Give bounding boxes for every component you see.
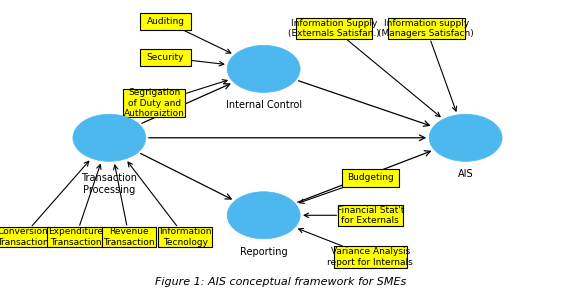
- FancyBboxPatch shape: [47, 227, 104, 247]
- Text: Expenditure
Transaction: Expenditure Transaction: [48, 227, 103, 246]
- FancyBboxPatch shape: [296, 18, 372, 39]
- Text: Segrigation
of Duty and
Authoraiztion: Segrigation of Duty and Authoraiztion: [124, 89, 185, 118]
- FancyBboxPatch shape: [0, 227, 49, 247]
- Text: Auditing: Auditing: [146, 17, 185, 26]
- FancyBboxPatch shape: [102, 227, 156, 247]
- Text: Variance Analysis
report for Internals: Variance Analysis report for Internals: [328, 247, 413, 267]
- Ellipse shape: [227, 45, 300, 92]
- Text: Internal Control: Internal Control: [226, 100, 302, 110]
- Text: Financial Stat't
for Externals: Financial Stat't for Externals: [337, 206, 404, 225]
- Ellipse shape: [429, 114, 502, 161]
- Ellipse shape: [73, 114, 146, 161]
- FancyBboxPatch shape: [388, 18, 465, 39]
- Text: AIS: AIS: [458, 169, 473, 179]
- Text: Security: Security: [147, 53, 184, 62]
- Text: Information Supply
(Externals Satisfan.): Information Supply (Externals Satisfan.): [288, 19, 380, 38]
- Text: Revenue
Transaction: Revenue Transaction: [103, 227, 155, 246]
- FancyBboxPatch shape: [342, 169, 398, 187]
- FancyBboxPatch shape: [158, 227, 212, 247]
- Ellipse shape: [227, 192, 300, 239]
- FancyBboxPatch shape: [338, 205, 403, 226]
- FancyBboxPatch shape: [123, 89, 185, 118]
- Text: Information
Tecnology: Information Tecnology: [159, 227, 211, 246]
- Text: Transaction
Processing: Transaction Processing: [81, 173, 137, 195]
- FancyBboxPatch shape: [140, 13, 191, 30]
- Text: Conversion
Transaction: Conversion Transaction: [0, 227, 48, 246]
- Text: Reporting: Reporting: [240, 247, 287, 257]
- Text: Figure 1: AIS conceptual framework for SMEs: Figure 1: AIS conceptual framework for S…: [155, 277, 406, 287]
- Text: Information supply
(Managers Satisfacn): Information supply (Managers Satisfacn): [379, 19, 474, 38]
- Text: Budgeting: Budgeting: [347, 173, 394, 182]
- FancyBboxPatch shape: [140, 49, 191, 66]
- FancyBboxPatch shape: [333, 246, 407, 268]
